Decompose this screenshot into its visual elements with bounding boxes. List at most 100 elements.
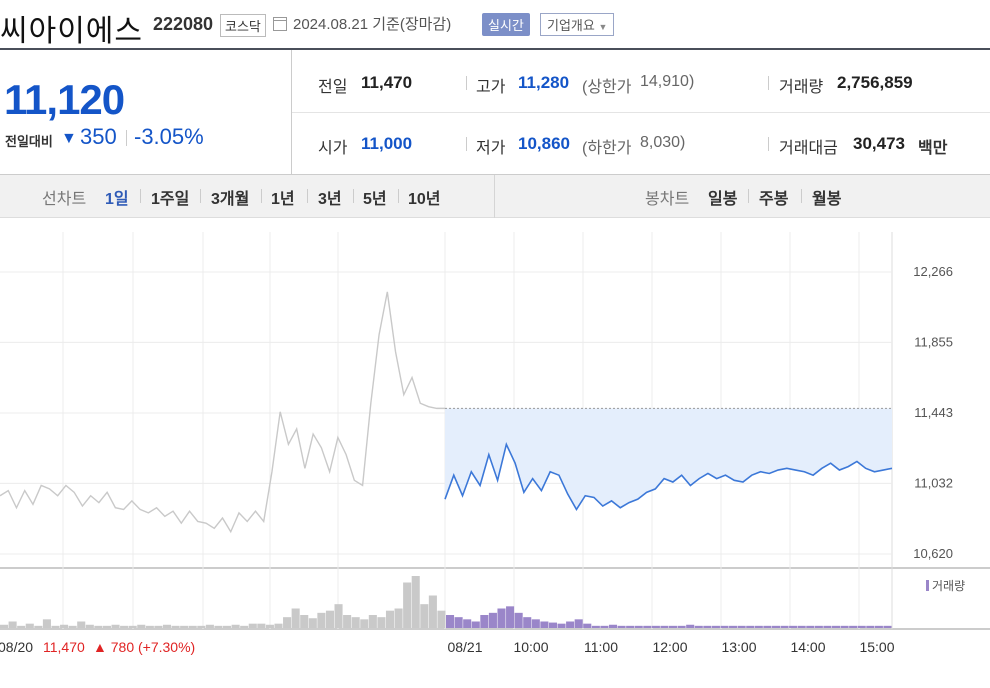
volume-bar bbox=[17, 625, 26, 628]
divider bbox=[748, 189, 749, 203]
volume-bar bbox=[531, 619, 540, 628]
stock-name: 씨아이에스 bbox=[0, 14, 143, 49]
volume-bar bbox=[574, 619, 583, 628]
volume-bar bbox=[420, 604, 429, 628]
volume-bar bbox=[248, 623, 257, 628]
divider bbox=[307, 189, 308, 203]
volume-bar bbox=[669, 625, 678, 628]
base-date: 2024.08.21 기준(장마감) bbox=[293, 16, 452, 33]
volume-bar bbox=[711, 625, 720, 628]
volume-bar bbox=[626, 625, 635, 628]
tab-daily-candle[interactable]: 일봉 bbox=[708, 191, 738, 208]
volume-bar bbox=[334, 604, 343, 628]
volume-bar bbox=[463, 619, 472, 628]
volume-bar bbox=[368, 615, 377, 628]
x-tick-label: 08/21 bbox=[447, 639, 482, 655]
volume-bar bbox=[437, 610, 446, 628]
volume-bar bbox=[471, 621, 480, 628]
prev-close-value: 11,470 bbox=[361, 73, 413, 92]
volume-bar bbox=[643, 625, 652, 628]
upper-limit-value: 14,910) bbox=[640, 73, 695, 90]
price-summary bbox=[0, 50, 990, 175]
volume-bar bbox=[403, 582, 412, 628]
volume-bar bbox=[197, 625, 206, 628]
tab-5year[interactable]: 5년 bbox=[363, 191, 387, 208]
chevron-down-icon: ▼ bbox=[598, 22, 608, 32]
high-label: 고가 bbox=[476, 79, 506, 96]
x-tick-label: 13:00 bbox=[721, 639, 756, 655]
volume-bar bbox=[506, 606, 515, 628]
line-chart-label: 선차트 bbox=[42, 191, 87, 208]
volume-bar bbox=[557, 623, 566, 628]
volume-bar bbox=[60, 624, 69, 628]
tab-3month[interactable]: 3개월 bbox=[211, 191, 250, 208]
volume-value: 2,756,859 bbox=[837, 73, 913, 92]
volume-bar bbox=[85, 624, 94, 628]
volume-bar bbox=[488, 612, 497, 628]
chart-tabs bbox=[0, 175, 990, 218]
tab-3year[interactable]: 3년 bbox=[318, 191, 342, 208]
tab-1week[interactable]: 1주일 bbox=[151, 191, 190, 208]
volume-bar bbox=[831, 625, 841, 628]
volume-bar bbox=[883, 625, 892, 628]
volume-bar bbox=[102, 625, 111, 628]
tab-1year[interactable]: 1년 bbox=[271, 191, 295, 208]
stock-code: 222080 bbox=[153, 14, 214, 34]
divider bbox=[140, 189, 141, 203]
volume-bar bbox=[874, 625, 883, 628]
volume-bar bbox=[137, 624, 146, 628]
divider bbox=[353, 189, 354, 203]
tab-10year[interactable]: 10년 bbox=[408, 191, 441, 208]
volume-bar bbox=[737, 625, 746, 628]
volume-bar bbox=[746, 625, 755, 628]
prev-day-date: 08/20 bbox=[0, 639, 33, 655]
volume-bar bbox=[480, 615, 489, 628]
volume-bar bbox=[686, 624, 695, 628]
volume-bar bbox=[68, 625, 77, 628]
market-badge: 코스닥 bbox=[220, 14, 266, 37]
volume-bar bbox=[223, 625, 232, 628]
divider bbox=[466, 76, 467, 90]
tab-1day[interactable]: 1일 bbox=[105, 191, 129, 208]
volume-bar bbox=[308, 618, 317, 628]
divider bbox=[261, 189, 262, 203]
y-tick-label: 10,620 bbox=[913, 546, 953, 561]
divider bbox=[466, 137, 467, 151]
volume-bar bbox=[360, 619, 369, 628]
x-tick-label: 12:00 bbox=[652, 639, 687, 655]
volume-bar bbox=[703, 625, 712, 628]
volume-bar bbox=[771, 625, 780, 628]
y-tick-label: 12,266 bbox=[913, 264, 953, 279]
realtime-button[interactable]: 실시간 bbox=[482, 13, 530, 36]
volume-bar bbox=[651, 625, 660, 628]
volume-bar bbox=[51, 625, 60, 628]
volume-bar bbox=[806, 625, 815, 628]
open-label: 시가 bbox=[318, 140, 348, 157]
candle-chart-label: 봉차트 bbox=[645, 191, 690, 208]
volume-bar bbox=[789, 625, 798, 628]
volume-bar bbox=[265, 624, 274, 628]
volume-bar bbox=[514, 612, 523, 628]
volume-label: 거래량 bbox=[779, 79, 824, 96]
volume-bar bbox=[428, 595, 437, 628]
volume-bar bbox=[291, 608, 300, 628]
fill-area bbox=[445, 408, 892, 510]
calendar-icon bbox=[273, 17, 287, 31]
volume-bar bbox=[634, 625, 643, 628]
volume-bar bbox=[385, 610, 395, 628]
volume-bar bbox=[240, 625, 249, 628]
volume-bar bbox=[77, 621, 86, 628]
divider bbox=[768, 137, 769, 151]
volume-bar bbox=[351, 617, 360, 628]
amount-label: 거래대금 bbox=[779, 140, 838, 157]
volume-legend-swatch bbox=[926, 580, 929, 591]
company-overview-button[interactable]: 기업개요 ▼ bbox=[540, 13, 615, 36]
divider bbox=[398, 189, 399, 203]
x-tick-label: 15:00 bbox=[859, 639, 894, 655]
tab-weekly-candle[interactable]: 주봉 bbox=[759, 191, 789, 208]
volume-bar bbox=[25, 623, 34, 628]
series-today bbox=[444, 441, 893, 512]
tab-monthly-candle[interactable]: 월봉 bbox=[812, 191, 842, 208]
volume-bar bbox=[205, 624, 214, 628]
